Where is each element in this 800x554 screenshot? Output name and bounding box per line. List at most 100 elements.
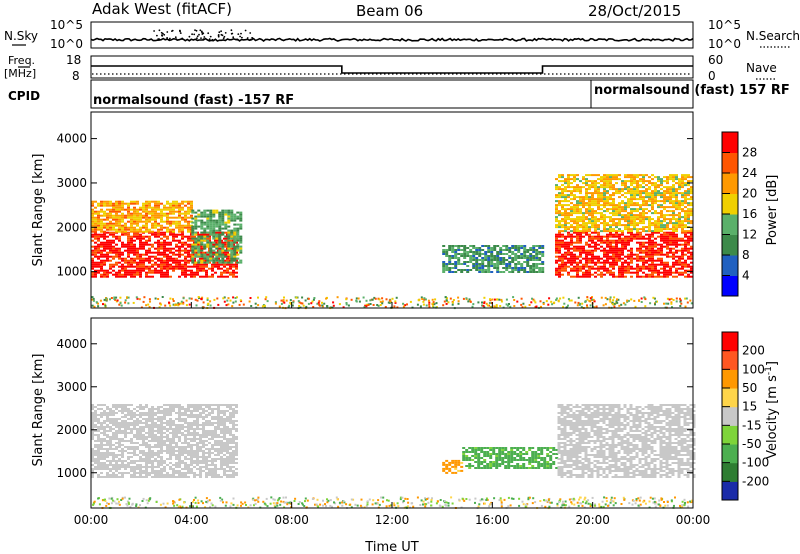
heatmap-cell [633,180,636,183]
heatmap-cell [212,233,216,236]
heatmap-cell [212,237,216,240]
heatmap-cell [633,235,636,238]
heatmap-cell [645,180,648,183]
heatmap-cell [106,251,109,254]
heatmap-cell [561,184,564,187]
heatmap-cell [118,228,121,231]
heatmap-cell [217,263,220,266]
heatmap-cell [561,257,564,260]
heatmap-cell [570,174,573,177]
heatmap-cell [561,192,564,195]
heatmap-cell [347,304,350,307]
heatmap-cell [91,265,94,268]
heatmap-cell [675,178,678,181]
heatmap-cell [118,224,121,227]
heatmap-cell [184,241,187,244]
heatmap-cell [157,265,160,268]
heatmap-cell [154,460,157,462]
heatmap-cell [178,251,181,254]
heatmap-cell [124,406,127,408]
heatmap-cell [91,214,94,217]
heatmap-cell [666,239,669,242]
heatmap-cell [672,218,675,221]
heatmap-cell [594,255,597,258]
heatmap-cell [191,227,195,230]
heatmap-cell [154,452,157,454]
heatmap-cell [205,233,208,236]
heatmap-cell [208,261,211,264]
heatmap-cell [169,444,172,446]
heatmap-cell [639,180,642,183]
heatmap-cell [151,265,154,268]
heatmap-cell [206,209,210,212]
heatmap-cell [187,222,190,225]
heatmap-cell [115,420,118,422]
heatmap-cell [579,267,582,270]
heatmap-cell [449,297,452,300]
heatmap-cell [645,249,648,252]
heatmap-cell [136,442,139,444]
heatmap-cell [636,174,639,177]
heatmap-cell [127,235,130,238]
heatmap-cell [579,204,582,207]
heatmap-cell [448,255,452,257]
heatmap-cell [499,261,503,263]
heatmap-cell [576,304,579,307]
heatmap-cell [675,196,678,199]
heatmap-cell [484,269,488,271]
heatmap-cell [581,302,584,305]
heatmap-cell [636,182,639,185]
heatmap-cell [97,233,100,236]
heatmap-cell [594,220,597,223]
heatmap-cell [166,450,169,452]
heatmap-cell [142,208,145,211]
heatmap-cell [487,263,491,265]
heatmap-cell [684,224,687,227]
heatmap-cell [106,434,109,436]
heatmap-cell [582,224,585,227]
heatmap-cell [678,255,681,258]
heatmap-cell [542,301,545,304]
heatmap-cell [163,245,166,248]
heatmap-cell [109,255,112,258]
heatmap-cell [163,253,166,256]
heatmap-cell [209,241,213,244]
heatmap-cell [106,460,109,462]
heatmap-cell [151,245,154,248]
heatmap-cell [639,269,642,272]
heatmap-cell [109,446,112,448]
heatmap-cell [221,227,225,230]
heatmap-cell [532,271,536,273]
heatmap-cell [561,176,564,179]
heatmap-cell [212,231,216,234]
heatmap-cell [94,440,97,442]
heatmap-cell [555,269,558,272]
heatmap-cell [651,247,654,250]
heatmap-cell [690,210,693,213]
heatmap-cell [684,218,687,221]
heatmap-cell [660,230,663,233]
heatmap-cell [517,251,521,253]
heatmap-cell [621,261,624,264]
heatmap-cell [564,188,567,191]
heatmap-cell [621,257,624,260]
heatmap-cell [209,225,213,228]
heatmap-cell [205,237,208,240]
heatmap-cell [142,267,145,270]
heatmap-cell [666,263,669,266]
heatmap-cell [690,265,693,268]
heatmap-cell [484,251,488,253]
heatmap-cell [166,474,169,476]
heatmap-cell [511,251,515,253]
heatmap-cell [127,216,130,219]
heatmap-cell [582,186,585,189]
heatmap-cell [203,243,207,246]
heatmap-cell [576,261,579,264]
heatmap-cell [151,446,154,448]
heatmap-cell [588,251,591,254]
heatmap-cell [452,299,455,301]
heatmap-cell [136,208,139,211]
heatmap-cell [663,176,666,179]
heatmap-cell [606,249,609,252]
heatmap-cell [127,472,130,474]
